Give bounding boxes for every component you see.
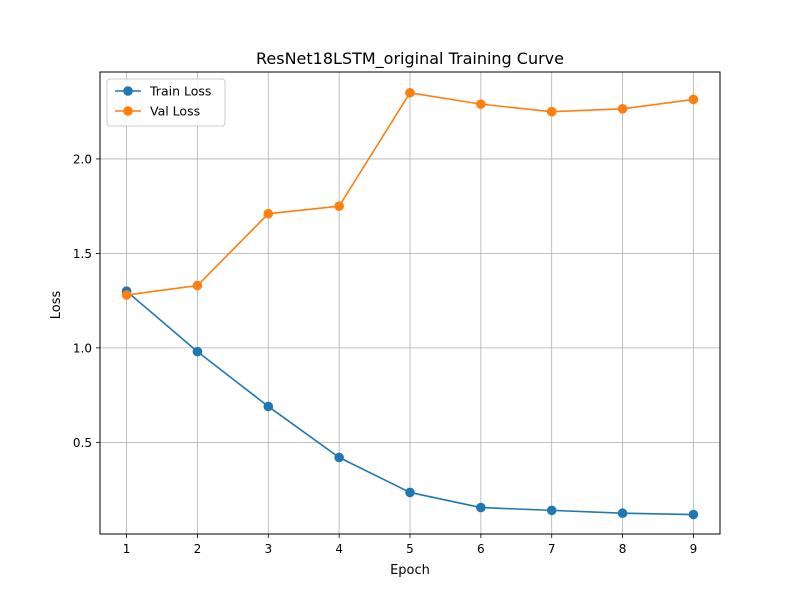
legend-swatch-marker — [123, 86, 133, 96]
x-tick-label: 6 — [477, 542, 485, 556]
train-loss-point — [405, 487, 415, 498]
chart-title: ResNet18LSTM_original Training Curve — [256, 49, 564, 69]
train-loss-point — [263, 401, 274, 412]
grid — [100, 72, 720, 534]
val-loss-point — [476, 99, 486, 109]
val-loss-point — [121, 290, 132, 300]
y-axis-label: Loss — [49, 291, 64, 320]
x-tick-label: 3 — [264, 542, 272, 556]
y-tick-label: 1.0 — [73, 341, 92, 355]
legend-label: Train Loss — [149, 84, 211, 99]
y-tick-label: 2.0 — [73, 152, 92, 166]
x-tick-label: 1 — [123, 542, 131, 556]
legend-label: Val Loss — [150, 104, 200, 119]
train-loss-point — [546, 505, 557, 516]
x-tick-label: 5 — [406, 542, 414, 556]
x-axis-label: Epoch — [390, 563, 430, 578]
val-loss-series — [121, 87, 699, 300]
train-loss-point — [334, 452, 344, 463]
x-tick-label: 8 — [619, 542, 627, 556]
val-loss-point — [546, 106, 557, 117]
val-loss-point — [688, 94, 699, 105]
y-tick-label: 0.5 — [73, 436, 92, 450]
train-loss-point — [192, 346, 203, 357]
val-loss-point — [617, 104, 628, 114]
val-loss-point — [405, 87, 415, 98]
series-layer — [121, 87, 699, 520]
legend-entry-val-loss: Val Loss — [115, 104, 200, 119]
train-loss-point — [617, 508, 628, 519]
val-loss-point — [192, 280, 203, 291]
train-loss-point — [476, 502, 486, 513]
train-loss-point — [688, 509, 699, 520]
val-loss-point — [263, 208, 274, 219]
x-tick-label: 7 — [548, 542, 556, 556]
y-tick-label: 1.5 — [73, 247, 92, 261]
x-tick-label: 2 — [194, 542, 202, 556]
legend-swatch-marker — [123, 106, 133, 116]
x-tick-label: 9 — [690, 542, 698, 556]
axis-ticks: 1 2 3 4 5 6 7 8 9 0.5 1.0 1.5 2.0 — [73, 152, 697, 556]
legend-entry-train-loss: Train Loss — [115, 84, 211, 99]
x-tick-label: 4 — [335, 542, 343, 556]
val-loss-point — [334, 201, 344, 211]
legend: Train Loss Val Loss — [106, 78, 226, 127]
